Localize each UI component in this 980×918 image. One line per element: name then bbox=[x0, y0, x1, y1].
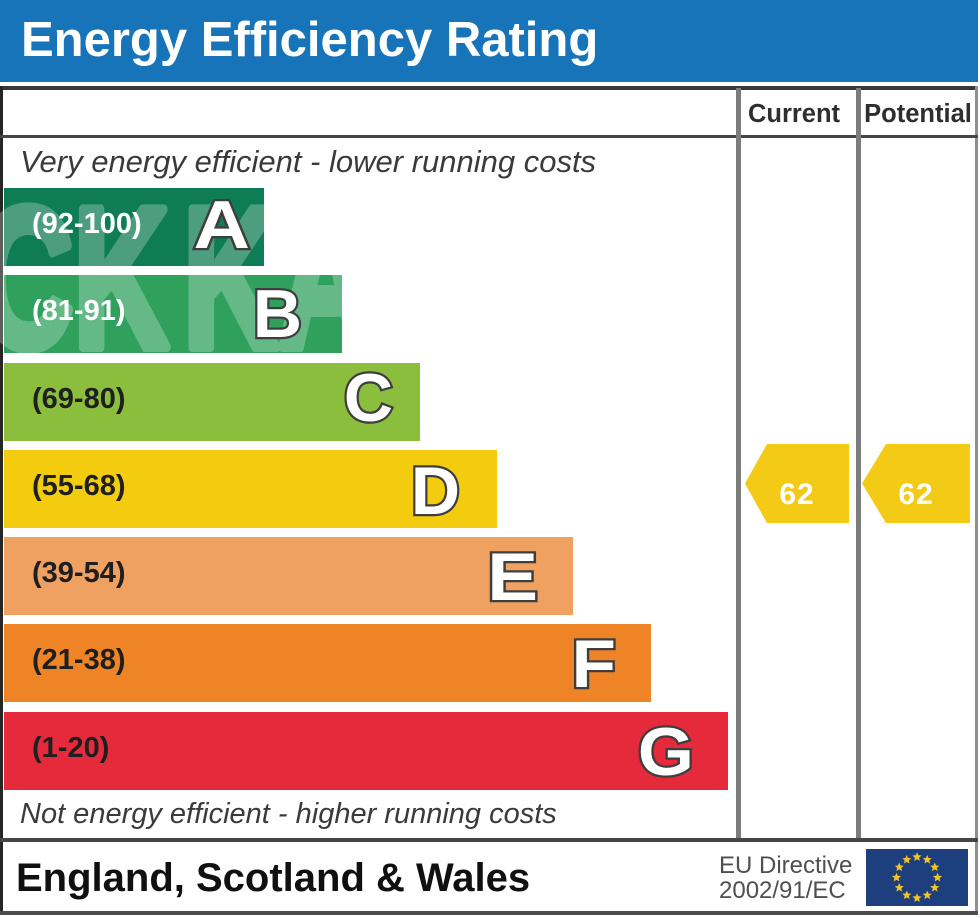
svg-text:62: 62 bbox=[779, 478, 814, 511]
svg-text:62: 62 bbox=[898, 478, 933, 511]
svg-text:F: F bbox=[572, 625, 616, 701]
svg-text:E: E bbox=[487, 540, 538, 615]
svg-text:D: D bbox=[411, 453, 460, 529]
svg-text:G: G bbox=[638, 714, 694, 790]
svg-text:C: C bbox=[344, 360, 393, 436]
svg-text:KA: KA bbox=[183, 166, 374, 389]
svg-text:B: B bbox=[253, 276, 302, 352]
svg-text:CK: CK bbox=[0, 166, 169, 389]
svg-text:A: A bbox=[194, 187, 250, 263]
